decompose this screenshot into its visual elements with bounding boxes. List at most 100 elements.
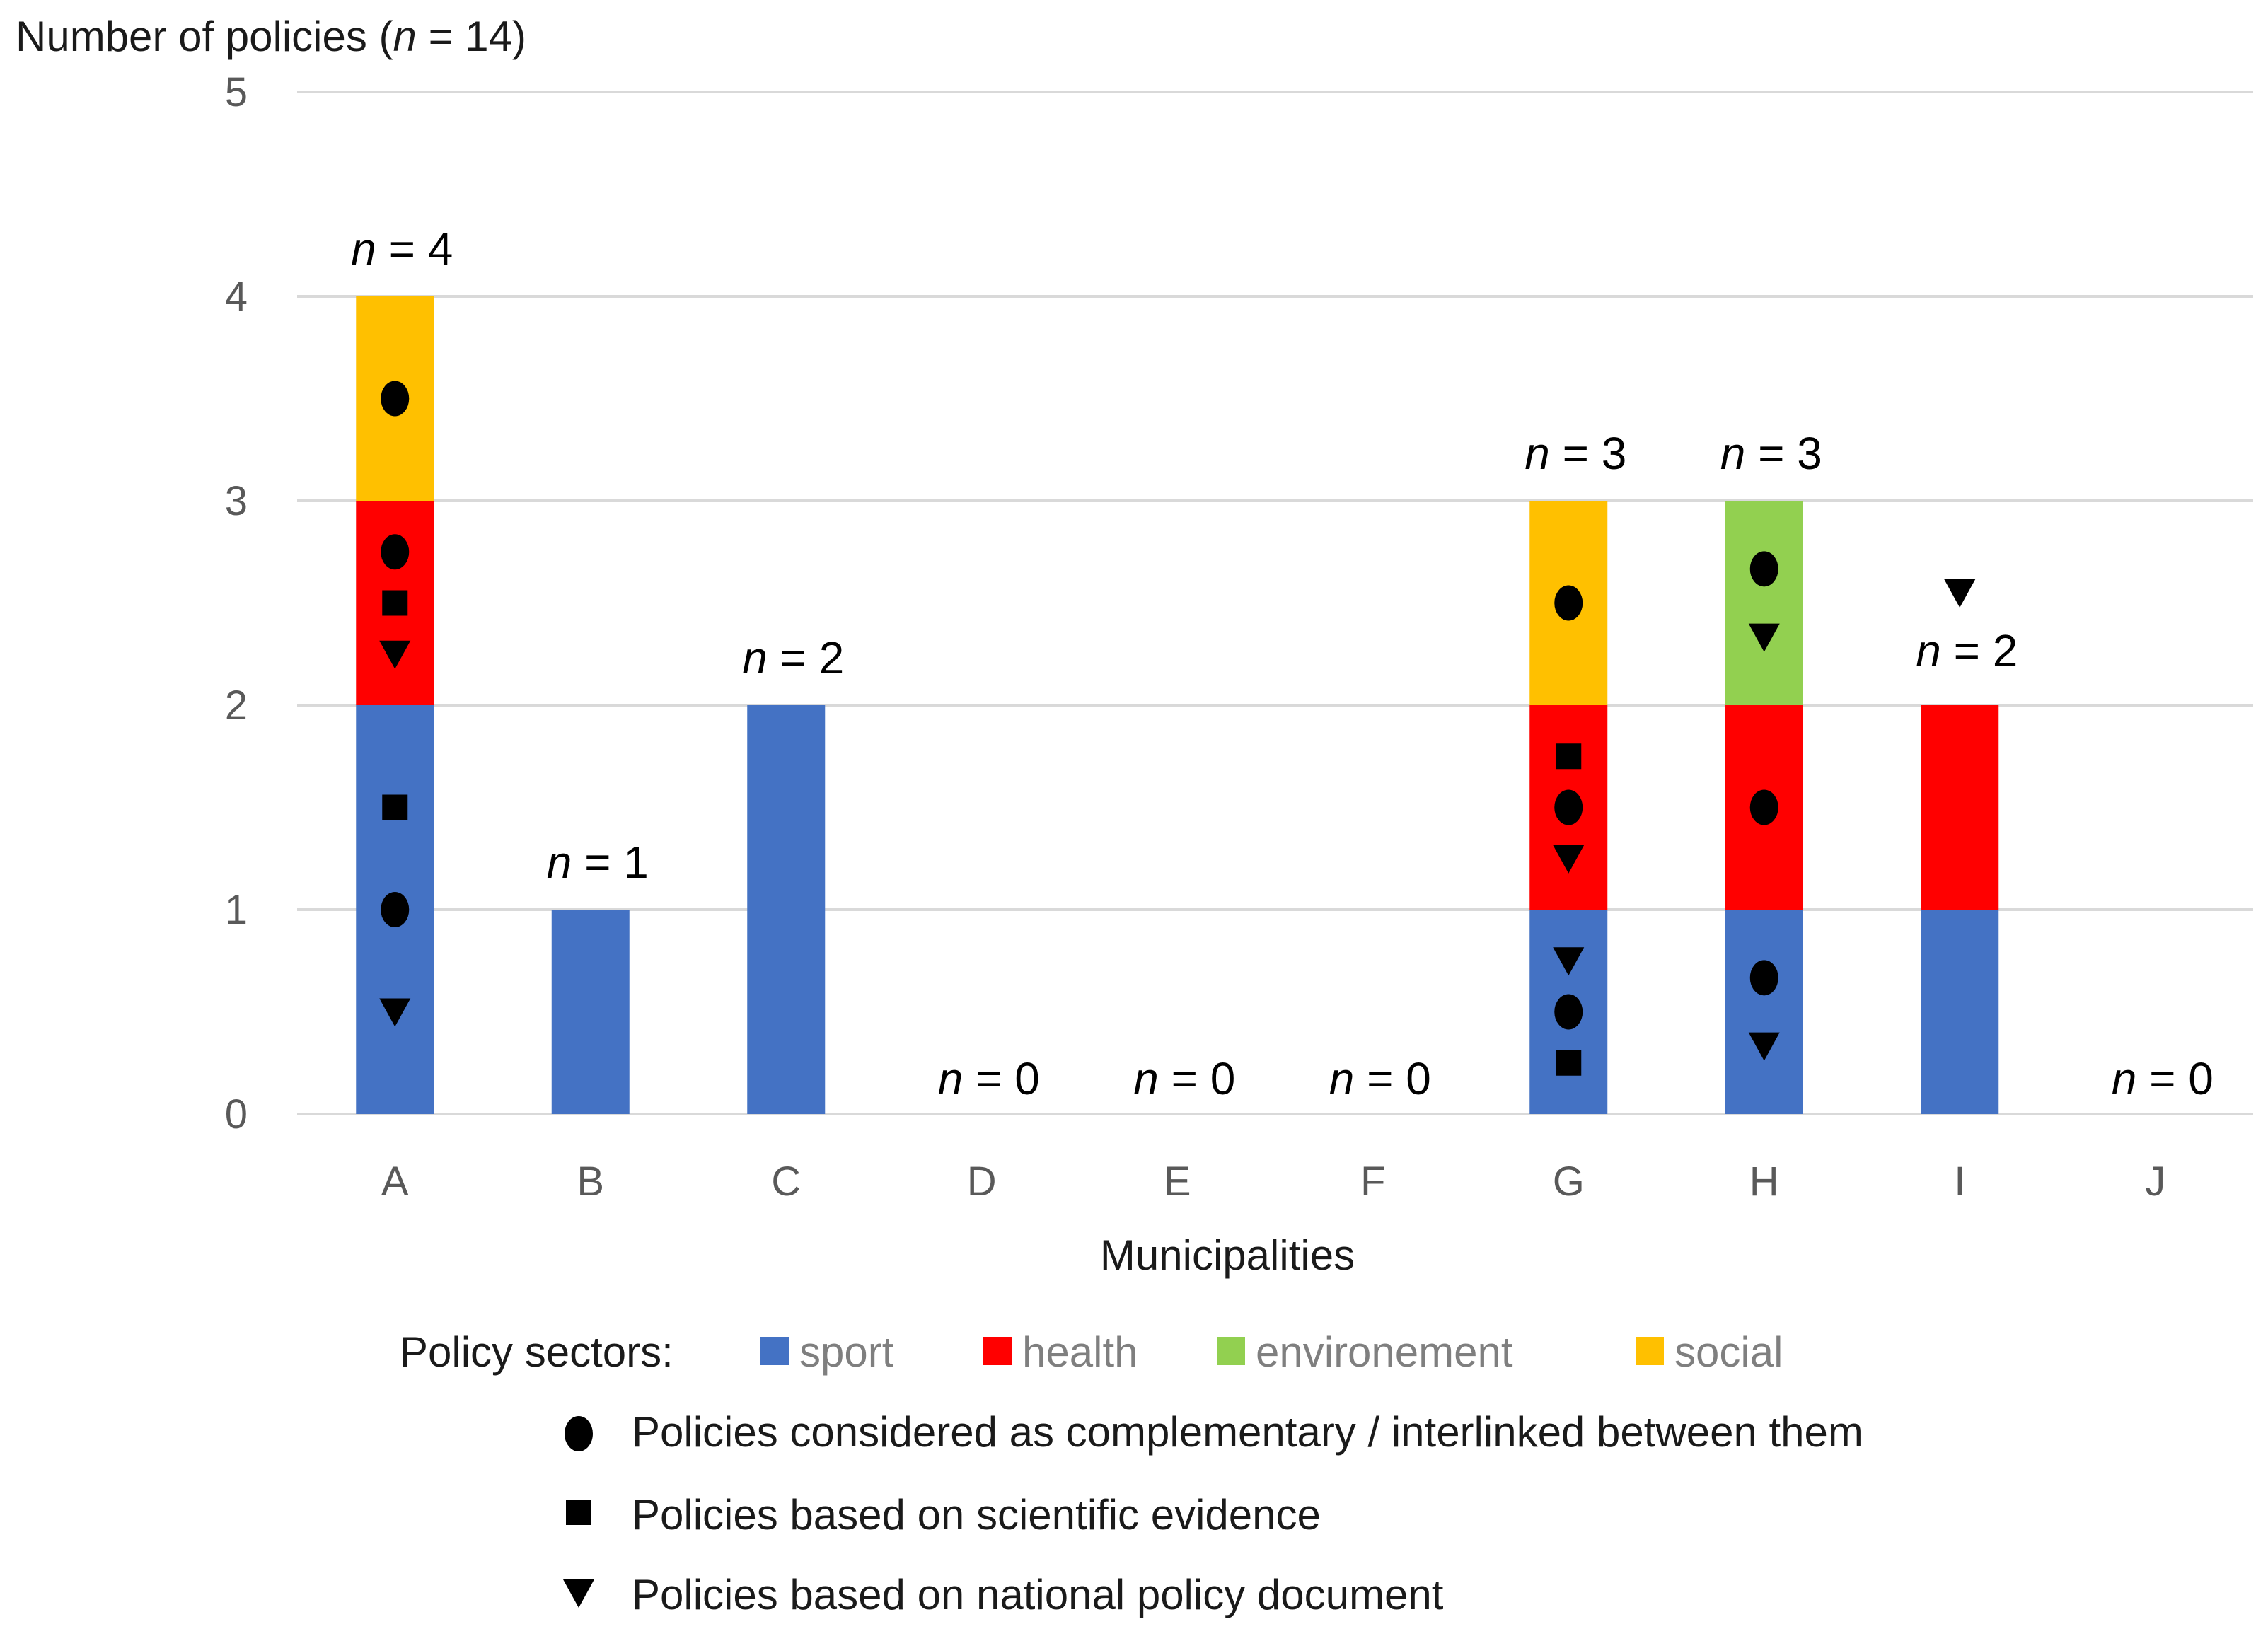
triangle-marker-icon (1748, 1032, 1780, 1061)
triangle-marker-icon (1553, 947, 1585, 976)
total-label: n = 2 (742, 632, 844, 683)
total-label-eq: = (768, 632, 819, 683)
total-label: n = 3 (1720, 428, 1822, 479)
legend-circle-icon (565, 1416, 593, 1451)
total-label-value: 0 (2188, 1053, 2214, 1104)
legend-swatch (1636, 1337, 1664, 1365)
x-tick-label: D (967, 1159, 997, 1205)
legend-symbol-label: Policies considered as complementary / i… (632, 1408, 1863, 1456)
total-label-value: 3 (1797, 428, 1822, 479)
legend: Policy sectors: sport health environement so… (400, 1328, 1863, 1618)
circle-marker-icon (1554, 994, 1583, 1030)
x-tick-label: I (1954, 1159, 1965, 1205)
total-label-eq: = (1550, 428, 1602, 479)
total-label: n = 3 (1524, 428, 1626, 479)
total-label: n = 1 (547, 837, 649, 888)
y-tick-label: 2 (225, 683, 248, 729)
square-marker-icon (382, 794, 408, 820)
legend-swatch (760, 1337, 789, 1365)
circle-marker-icon (1554, 585, 1583, 621)
x-tick-label: F (1360, 1159, 1385, 1205)
total-label-var: n (547, 837, 572, 888)
total-label: n = 0 (1133, 1053, 1235, 1104)
x-tick-label: C (771, 1159, 801, 1205)
total-label: n = 0 (2112, 1053, 2214, 1104)
x-tick-label: J (2145, 1159, 2165, 1205)
total-label-eq: = (2136, 1053, 2188, 1104)
circle-marker-icon (1554, 789, 1583, 825)
total-label-eq: = (1745, 428, 1797, 479)
total-label-var: n (1720, 428, 1746, 479)
total-label-eq: = (1159, 1053, 1210, 1104)
legend-square-icon (566, 1500, 591, 1525)
legend-swatch (983, 1337, 1012, 1365)
square-marker-icon (1556, 743, 1582, 770)
total-label-value: 0 (1014, 1053, 1040, 1104)
triangle-marker-icon (1748, 623, 1780, 652)
legend-title: Policy sectors: (400, 1328, 673, 1376)
markers (379, 381, 1976, 1076)
y-tick-label: 1 (225, 887, 248, 933)
triangle-marker-icon (1553, 845, 1585, 874)
x-tick-label: A (381, 1159, 409, 1205)
circle-marker-icon (1749, 789, 1778, 825)
triangle-marker-icon (379, 998, 411, 1027)
legend-swatch (1217, 1337, 1245, 1365)
bar-segment (1725, 910, 1803, 1114)
total-label-var: n (742, 632, 768, 683)
y-tick-label: 3 (225, 478, 248, 524)
legend-label: social (1674, 1328, 1783, 1376)
circle-marker-icon (1749, 960, 1778, 996)
total-label: n = 4 (351, 224, 453, 274)
legend-symbol-label: Policies based on national policy docume… (632, 1571, 1444, 1618)
total-label-var: n (1133, 1053, 1159, 1104)
total-label-value: 0 (1210, 1053, 1236, 1104)
y-tick-label: 0 (225, 1091, 248, 1137)
total-label-var: n (1329, 1053, 1355, 1104)
total-label: n = 0 (1329, 1053, 1431, 1104)
total-label-var: n (2112, 1053, 2137, 1104)
bar-segment (1725, 501, 1803, 705)
bar-segment (1921, 705, 1999, 910)
y-axis-ticks: 0 1 2 3 4 5 (225, 69, 248, 1137)
circle-marker-icon (381, 381, 410, 417)
total-label-value: 4 (428, 224, 453, 274)
circle-marker-icon (381, 534, 410, 570)
x-axis-title: Municipalities (1100, 1231, 1355, 1279)
y-axis-title: Number of policies (n = 14) (16, 13, 526, 60)
x-tick-label: B (577, 1159, 604, 1205)
total-label: n = 0 (938, 1053, 1040, 1104)
legend-label: environement (1256, 1328, 1513, 1376)
total-label-var: n (938, 1053, 964, 1104)
total-label-value: 0 (1406, 1053, 1431, 1104)
bar-segment (747, 705, 826, 1114)
y-tick-label: 5 (225, 69, 248, 115)
triangle-marker-icon (1944, 579, 1976, 608)
total-label-var: n (1916, 625, 1941, 676)
total-label-eq: = (1941, 625, 1993, 676)
triangle-marker-icon (379, 640, 411, 669)
total-label-var: n (1524, 428, 1550, 479)
total-label: n = 2 (1916, 625, 2018, 676)
total-label-eq: = (963, 1053, 1014, 1104)
bar-segment (551, 910, 630, 1114)
total-label-var: n (351, 224, 376, 274)
legend-symbol-label: Policies based on scientific evidence (632, 1491, 1321, 1538)
legend-label: health (1022, 1328, 1138, 1376)
x-axis-ticks: A B C D E F G H I J (381, 1159, 2165, 1205)
total-label-eq: = (1354, 1053, 1406, 1104)
bar-segment (1921, 910, 1999, 1114)
x-tick-label: G (1553, 1159, 1585, 1205)
y-tick-label: 4 (225, 274, 248, 320)
total-label-value: 1 (623, 837, 649, 888)
legend-triangle-icon (563, 1579, 594, 1608)
circle-marker-icon (381, 892, 410, 927)
total-label-eq: = (572, 837, 623, 888)
total-label-value: 2 (1993, 625, 2018, 676)
x-tick-label: E (1164, 1159, 1191, 1205)
total-label-eq: = (376, 224, 428, 274)
x-tick-label: H (1749, 1159, 1779, 1205)
